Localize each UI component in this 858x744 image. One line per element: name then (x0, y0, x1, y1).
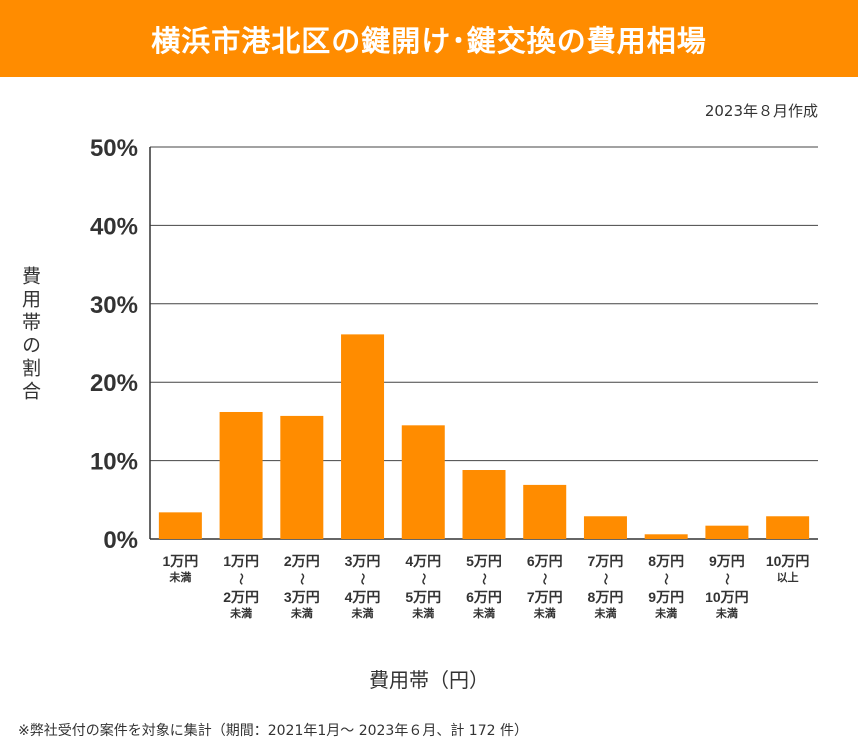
x-tick-label: 4万円 (345, 589, 381, 605)
x-tick-label: 5万円 (466, 553, 502, 569)
footnote: ※弊社受付の案件を対象に集計（期間：2021年1月～ 2023年６月、計 172… (18, 723, 528, 739)
x-tick-label: 4万円 (405, 553, 441, 569)
bar (766, 516, 810, 539)
x-tick-label: 1万円 (162, 553, 198, 569)
x-tick-label: 8万円 (648, 553, 684, 569)
x-tick-separator: ～ (416, 573, 430, 585)
y-axis-label: 費用帯の割合 (19, 266, 41, 404)
title-banner: 横浜市港北区の鍵開け･鍵交換の費用相場 (0, 0, 858, 77)
x-tick-suffix: 未満 (593, 606, 616, 620)
x-tick-separator: ～ (659, 573, 673, 585)
x-tick-suffix: 未満 (715, 606, 738, 620)
y-tick-label: 50% (90, 135, 138, 162)
x-axis-label: 費用帯（円） (369, 668, 489, 692)
x-tick-separator: ～ (356, 573, 370, 585)
y-tick-label: 30% (90, 292, 138, 319)
x-tick-label: 8万円 (588, 589, 624, 605)
date-note: 2023年８月作成 (704, 102, 818, 120)
x-tick-suffix: 未満 (654, 606, 677, 620)
x-tick-separator: ～ (720, 573, 734, 585)
x-tick-separator: ～ (598, 573, 612, 585)
bar (341, 334, 385, 539)
bar (280, 415, 324, 539)
x-tick-label: 2万円 (223, 589, 259, 605)
x-tick-label: 2万円 (284, 553, 320, 569)
bar (462, 470, 506, 539)
x-tick-label: 5万円 (405, 589, 441, 605)
bar (705, 525, 749, 539)
x-tick-label: 9万円 (709, 553, 745, 569)
x-tick-separator: ～ (234, 573, 248, 585)
y-tick-label: 40% (90, 213, 138, 240)
x-tick-label: 6万円 (466, 589, 502, 605)
x-tick-suffix: 未満 (229, 606, 252, 620)
x-tick-suffix: 未満 (351, 606, 374, 620)
x-tick-label: 1万円 (223, 553, 259, 569)
x-tick-label: 3万円 (345, 553, 381, 569)
x-tick-suffix: 未満 (411, 606, 434, 620)
y-tick-label: 20% (90, 370, 138, 397)
x-tick-suffix: 以上 (777, 570, 799, 584)
bar (219, 411, 263, 539)
bar (401, 425, 445, 539)
x-tick-suffix: 未満 (472, 606, 495, 620)
x-tick-separator: ～ (538, 573, 552, 585)
x-tick-label: 7万円 (527, 589, 563, 605)
y-tick-label: 0% (103, 527, 138, 554)
x-tick-suffix: 未満 (533, 606, 556, 620)
x-tick-label: 3万円 (284, 589, 320, 605)
x-tick-separator: ～ (477, 573, 491, 585)
chart-title: 横浜市港北区の鍵開け･鍵交換の費用相場 (151, 23, 707, 58)
bar (158, 512, 202, 539)
x-tick-separator: ～ (295, 573, 309, 585)
x-tick-label: 7万円 (588, 553, 624, 569)
bar (644, 534, 688, 539)
bar (523, 484, 567, 539)
x-tick-label: 10万円 (705, 589, 749, 605)
x-tick-label: 6万円 (527, 553, 563, 569)
x-tick-suffix: 未満 (168, 570, 191, 584)
x-tick-label: 9万円 (648, 589, 684, 605)
x-tick-suffix: 未満 (290, 606, 313, 620)
y-tick-label: 10% (90, 449, 138, 476)
bar (583, 516, 627, 539)
x-tick-label: 10万円 (766, 553, 810, 569)
